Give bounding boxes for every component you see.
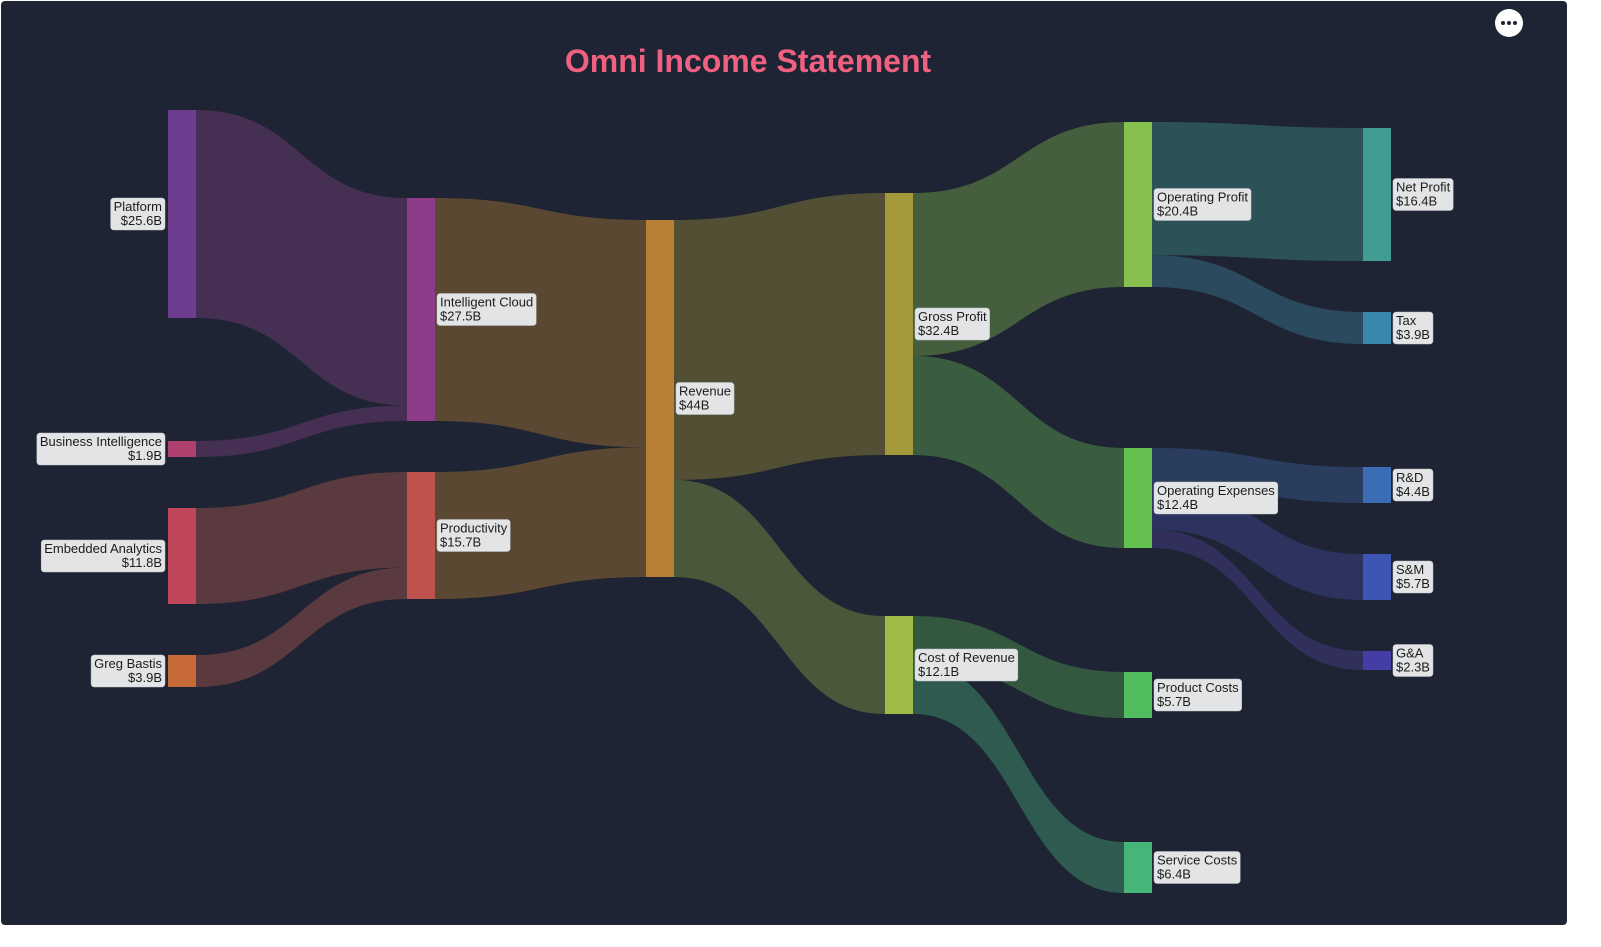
sankey-label-name: Operating Profit bbox=[1157, 190, 1248, 205]
sankey-label-name: S&M bbox=[1396, 562, 1424, 577]
sankey-link-opex-ga[interactable] bbox=[1152, 529, 1363, 670]
sankey-node-embedded[interactable] bbox=[168, 508, 196, 604]
sankey-label-value: $27.5B bbox=[440, 309, 481, 324]
sankey-label-value: $3.9B bbox=[1396, 327, 1430, 342]
sankey-node-opprofit[interactable] bbox=[1124, 122, 1152, 287]
sankey-label-netprofit: Net Profit$16.4B bbox=[1392, 178, 1454, 211]
sankey-labels: Platform$25.6B Business Intelligence$1.9B… bbox=[36, 178, 1454, 884]
sankey-links bbox=[196, 110, 1363, 893]
sankey-label-name: Business Intelligence bbox=[40, 434, 162, 449]
sankey-link-gross-opprofit[interactable] bbox=[913, 122, 1124, 356]
sankey-label-prodcosts: Product Costs$5.7B bbox=[1153, 678, 1242, 712]
sankey-label-productivity: Productivity$15.7B bbox=[436, 519, 511, 552]
sankey-label-value: $12.1B bbox=[918, 664, 959, 679]
sankey-label-rd: R&D$4.4B bbox=[1392, 468, 1434, 502]
sankey-label-platform: Platform$25.6B bbox=[110, 197, 166, 231]
sankey-label-opprofit: Operating Profit$20.4B bbox=[1153, 188, 1252, 221]
sankey-node-prodcosts[interactable] bbox=[1124, 672, 1152, 718]
sankey-label-name: Cost of Revenue bbox=[918, 650, 1015, 665]
sankey-node-rd[interactable] bbox=[1363, 467, 1391, 503]
sankey-node-tax[interactable] bbox=[1363, 312, 1391, 344]
sankey-node-opex[interactable] bbox=[1124, 448, 1152, 548]
sankey-link-embedded-productivity[interactable] bbox=[196, 472, 407, 604]
sankey-link-revenue-gross[interactable] bbox=[674, 193, 885, 480]
sankey-label-name: Product Costs bbox=[1157, 680, 1239, 695]
sankey-link-gross-opex[interactable] bbox=[913, 355, 1124, 548]
sankey-label-embedded: Embedded Analytics$11.8B bbox=[40, 539, 166, 573]
sankey-label-name: G&A bbox=[1396, 646, 1424, 661]
sankey-label-svccosts: Service Costs$6.4B bbox=[1153, 851, 1241, 884]
sankey-label-name: Embedded Analytics bbox=[44, 541, 162, 556]
sankey-label-name: Gross Profit bbox=[918, 309, 987, 324]
sankey-link-cor-prodcosts[interactable] bbox=[913, 616, 1124, 718]
sankey-node-sm[interactable] bbox=[1363, 554, 1391, 600]
sankey-node-bi[interactable] bbox=[168, 441, 196, 457]
sankey-node-productivity[interactable] bbox=[407, 472, 435, 599]
more-horizontal-icon bbox=[1500, 21, 1518, 25]
sankey-link-opprofit-tax[interactable] bbox=[1152, 255, 1363, 344]
sankey-label-revenue: Revenue$44B bbox=[675, 382, 735, 415]
sankey-label-name: Tax bbox=[1396, 313, 1417, 328]
sankey-label-value: $1.9B bbox=[128, 448, 162, 463]
sankey-label-cor: Cost of Revenue$12.1B bbox=[914, 648, 1019, 682]
sankey-label-value: $4.4B bbox=[1396, 484, 1430, 499]
sankey-node-ga[interactable] bbox=[1363, 651, 1391, 670]
sankey-node-cloud[interactable] bbox=[407, 198, 435, 421]
sankey-link-productivity-revenue[interactable] bbox=[435, 447, 646, 599]
sankey-label-name: Intelligent Cloud bbox=[440, 295, 533, 310]
sankey-label-value: $2.3B bbox=[1396, 660, 1430, 675]
sankey-label-name: Greg Bastis bbox=[94, 656, 162, 671]
sankey-link-revenue-cor[interactable] bbox=[674, 479, 885, 714]
sankey-link-platform-cloud[interactable] bbox=[196, 110, 407, 406]
sankey-label-value: $6.4B bbox=[1157, 867, 1191, 882]
sankey-link-greg-productivity[interactable] bbox=[196, 567, 407, 687]
sankey-label-name: Productivity bbox=[440, 521, 508, 536]
sankey-label-value: $12.4B bbox=[1157, 497, 1198, 512]
sankey-node-svccosts[interactable] bbox=[1124, 842, 1152, 893]
sankey-node-greg[interactable] bbox=[168, 655, 196, 687]
sankey-label-value: $5.7B bbox=[1157, 694, 1191, 709]
sankey-link-cloud-revenue[interactable] bbox=[435, 198, 646, 448]
sankey-link-opex-rd[interactable] bbox=[1152, 448, 1363, 503]
sankey-label-name: Net Profit bbox=[1396, 180, 1451, 195]
sankey-label-name: Service Costs bbox=[1157, 853, 1238, 868]
sankey-label-value: $25.6B bbox=[121, 213, 162, 228]
sankey-label-value: $5.7B bbox=[1396, 576, 1430, 591]
sankey-label-cloud: Intelligent Cloud$27.5B bbox=[436, 293, 537, 326]
sankey-label-tax: Tax$3.9B bbox=[1392, 311, 1434, 345]
sankey-link-cor-svccosts[interactable] bbox=[913, 662, 1124, 893]
sankey-label-name: R&D bbox=[1396, 470, 1423, 485]
sankey-link-opprofit-netprofit[interactable] bbox=[1152, 122, 1363, 261]
sankey-chart: Platform$25.6B Business Intelligence$1.9B… bbox=[36, 110, 1454, 893]
sankey-label-value: $15.7B bbox=[440, 535, 481, 550]
sankey-label-value: $3.9B bbox=[128, 670, 162, 685]
sankey-label-name: Revenue bbox=[679, 384, 731, 399]
sankey-label-value: $44B bbox=[679, 398, 709, 413]
sankey-node-cor[interactable] bbox=[885, 616, 913, 714]
sankey-label-name: Platform bbox=[114, 199, 162, 214]
sankey-label-sm: S&M$5.7B bbox=[1392, 560, 1434, 594]
more-options-button[interactable] bbox=[1495, 9, 1523, 37]
sankey-label-value: $11.8B bbox=[122, 555, 162, 570]
sankey-label-value: $32.4B bbox=[918, 323, 959, 338]
sankey-label-ga: G&A$2.3B bbox=[1392, 644, 1434, 677]
sankey-node-platform[interactable] bbox=[168, 110, 196, 318]
sankey-label-name: Operating Expenses bbox=[1157, 483, 1275, 498]
sankey-label-gross: Gross Profit$32.4B bbox=[914, 307, 990, 341]
sankey-label-greg: Greg Bastis$3.9B bbox=[90, 654, 166, 688]
chart-title: Omni Income Statement bbox=[564, 43, 932, 79]
sankey-label-value: $16.4B bbox=[1396, 194, 1437, 209]
sankey-node-revenue[interactable] bbox=[646, 220, 674, 577]
sankey-node-gross[interactable] bbox=[885, 193, 913, 455]
chart-panel: Omni Income Statement Platform $25.6B Busi… bbox=[1, 1, 1567, 925]
sankey-label-value: $20.4B bbox=[1157, 204, 1198, 219]
sankey-label-opex: Operating Expenses$12.4B bbox=[1153, 481, 1279, 515]
sankey-label-bi: Business Intelligence$1.9B bbox=[36, 432, 166, 466]
sankey-link-bi-cloud[interactable] bbox=[196, 405, 407, 457]
sankey-node-netprofit[interactable] bbox=[1363, 128, 1391, 261]
sankey-nodes bbox=[168, 110, 1391, 893]
